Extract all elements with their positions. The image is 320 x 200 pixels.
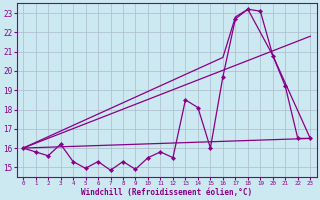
X-axis label: Windchill (Refroidissement éolien,°C): Windchill (Refroidissement éolien,°C)	[81, 188, 252, 197]
